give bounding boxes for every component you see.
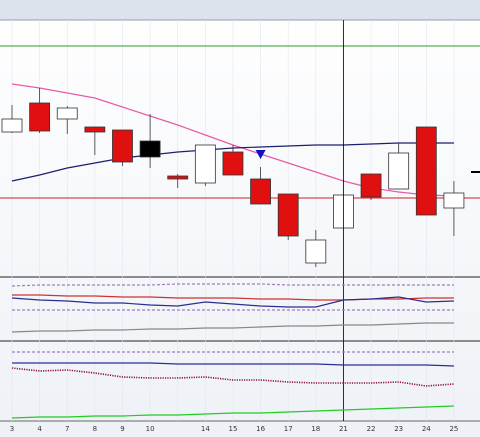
toolbar	[0, 0, 480, 20]
candle-body	[112, 129, 133, 163]
candle-body	[167, 175, 189, 180]
signal-marker	[255, 150, 266, 159]
x-tick-label: 21	[339, 425, 348, 433]
candle-body	[84, 126, 106, 133]
indicator-line	[12, 294, 454, 301]
candle-body	[360, 173, 382, 198]
indicator-line	[12, 362, 454, 367]
x-tick-label: 10	[146, 425, 155, 433]
indicator-line	[11, 296, 454, 308]
candle-body	[56, 107, 78, 120]
candle-body	[194, 144, 216, 184]
x-tick-label: 25	[449, 425, 458, 433]
x-tick-label: 4	[37, 425, 42, 433]
candle-body	[139, 140, 161, 158]
indicator-line	[11, 283, 454, 287]
candle-body	[277, 193, 299, 237]
x-tick-label: 24	[422, 425, 431, 433]
x-tick-label: 9	[120, 425, 124, 433]
candle-body	[1, 118, 23, 133]
x-tick-label: 7	[65, 425, 69, 433]
indicator-line	[11, 367, 454, 387]
x-tick-label: 15	[228, 425, 237, 433]
x-tick-label: 3	[10, 425, 14, 433]
candle-body	[305, 239, 327, 264]
candle-body	[443, 192, 465, 209]
candle-body	[222, 151, 244, 176]
x-tick-label: 23	[394, 425, 403, 433]
x-tick-label: 14	[201, 425, 210, 433]
candle-body	[388, 152, 410, 190]
indicator-line	[11, 322, 454, 333]
x-tick-label: 8	[93, 425, 97, 433]
x-tick-label: 18	[311, 425, 320, 433]
indicator-line	[11, 405, 454, 419]
candle-body	[250, 178, 271, 205]
candle-body	[29, 102, 51, 132]
candle-body	[415, 126, 437, 216]
x-tick-label: 16	[256, 425, 265, 433]
x-tick-label: 17	[284, 425, 293, 433]
x-tick-label: 22	[367, 425, 376, 433]
